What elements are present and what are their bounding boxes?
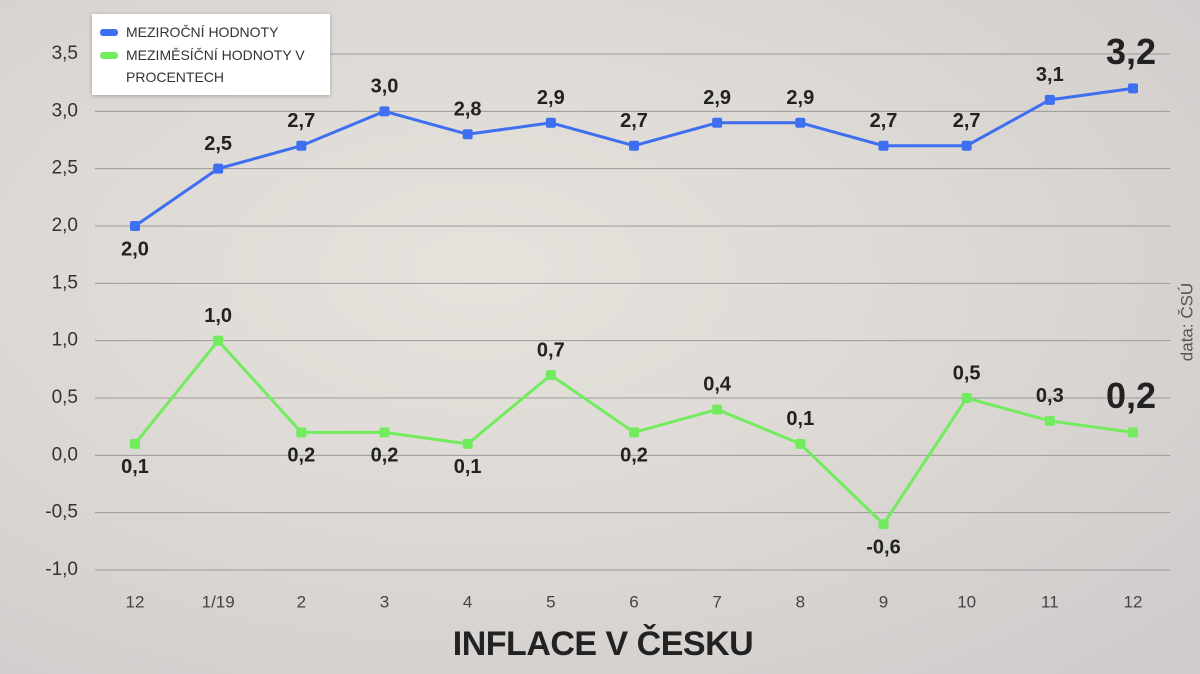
y-tick-label: 0,5 [52, 387, 78, 408]
x-tick-label: 11 [1041, 592, 1059, 611]
point [130, 438, 140, 449]
point [1044, 94, 1055, 105]
point [545, 117, 556, 128]
y-tick-label: 2,5 [52, 158, 78, 179]
legend-item: MEZIMĚSÍČNÍ HODNOTY V PROCENTECH [100, 44, 322, 88]
y-tick-label: 0,0 [52, 444, 78, 465]
x-tick-label: 2 [297, 592, 306, 611]
point [462, 129, 473, 140]
legend-swatch [100, 29, 118, 36]
point [878, 519, 889, 530]
value-label: 3,0 [371, 76, 399, 98]
point [712, 404, 723, 415]
y-tick-label: 1,5 [52, 272, 78, 293]
value-label: 2,7 [620, 110, 648, 132]
value-label: 2,9 [786, 87, 814, 109]
value-label: 2,9 [537, 87, 565, 109]
y-tick-label: 3,5 [52, 43, 78, 64]
point [130, 221, 140, 231]
value-label: 3,1 [1036, 64, 1064, 86]
point [961, 393, 972, 403]
value-label: 0,2 [620, 445, 648, 467]
legend-label: MEZIROČNÍ HODNOTY [126, 24, 279, 40]
point [795, 438, 806, 449]
value-label: -0,6 [866, 536, 900, 558]
value-label: 0,1 [121, 456, 149, 478]
point [462, 438, 473, 449]
point [296, 427, 307, 438]
value-label: 3,2 [1106, 31, 1156, 72]
point [795, 117, 806, 128]
value-label: 2,7 [287, 110, 315, 132]
point [379, 427, 390, 438]
x-tick-label: 12 [1124, 592, 1143, 611]
value-label: 0,2 [371, 445, 399, 467]
value-label: 0,1 [786, 408, 814, 430]
x-tick-label: 8 [796, 592, 805, 611]
value-label: 2,7 [870, 110, 898, 132]
x-tick-label: 3 [380, 592, 389, 611]
value-label: 0,7 [537, 339, 565, 361]
x-tick-label: 10 [957, 592, 976, 611]
source: data: ČSÚ [1177, 283, 1196, 361]
x-tick-label: 9 [879, 592, 888, 611]
x-tick-label: 4 [463, 592, 472, 611]
legend-label: MEZIMĚSÍČNÍ HODNOTY V PROCENTECH [126, 47, 305, 85]
value-label: 0,1 [454, 456, 482, 478]
point [296, 140, 307, 151]
value-label: 0,5 [953, 362, 981, 384]
value-label: 2,5 [204, 133, 232, 155]
y-tick-label: 3,0 [52, 100, 78, 121]
chart-title: INFLACE V ČESKU [453, 624, 753, 663]
point [629, 427, 639, 438]
point [961, 140, 972, 151]
point [213, 335, 224, 346]
point [379, 106, 390, 117]
legend: MEZIROČNÍ HODNOTY MEZIMĚSÍČNÍ HODNOTY V P… [92, 14, 330, 95]
x-tick-label: 7 [712, 592, 721, 611]
point [712, 117, 723, 128]
point [545, 370, 556, 381]
x-tick-label: 6 [629, 592, 638, 611]
point [1128, 427, 1138, 438]
value-label: 0,4 [703, 374, 732, 396]
value-label: 1,0 [204, 305, 232, 327]
x-tick-label: 12 [126, 592, 145, 611]
value-label: 0,2 [1106, 375, 1156, 416]
value-label: 2,7 [953, 110, 981, 132]
y-tick-label: 1,0 [52, 330, 78, 351]
x-tick-label: 1/19 [202, 592, 235, 611]
point [1044, 415, 1055, 426]
value-label: 2,0 [121, 238, 149, 260]
point [878, 140, 889, 151]
x-tick-label: 5 [546, 592, 555, 611]
value-label: 2,9 [703, 87, 731, 109]
y-tick-label: 2,0 [52, 215, 78, 236]
y-tick-label: -0,5 [45, 502, 78, 523]
point [1128, 83, 1138, 94]
value-label: 2,8 [454, 99, 482, 121]
value-label: 0,2 [287, 445, 315, 467]
legend-swatch [100, 52, 118, 59]
legend-item: MEZIROČNÍ HODNOTY [100, 21, 322, 43]
point [213, 163, 224, 174]
value-label: 0,3 [1036, 385, 1064, 407]
point [629, 140, 639, 151]
y-tick-label: -1,0 [45, 559, 78, 580]
